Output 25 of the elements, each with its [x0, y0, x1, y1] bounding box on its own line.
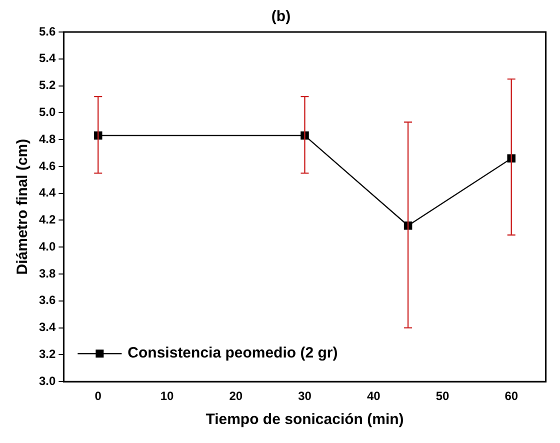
y-axis-title: Diámetro final (cm) [14, 138, 32, 275]
x-axis-title: Tiempo de sonicación (min) [206, 411, 404, 428]
y-tick-label: 5.0 [38, 104, 56, 119]
x-tick-label: 0 [94, 389, 102, 404]
x-tick-label: 40 [366, 389, 381, 404]
x-tick-label: 50 [436, 389, 450, 404]
y-tick-label: 4.8 [38, 132, 56, 146]
y-tick-label: 3.6 [38, 293, 56, 308]
y-tick-label: 4.0 [38, 239, 56, 254]
y-tick-label: 3.2 [38, 347, 56, 362]
y-tick-label: 5.4 [38, 51, 56, 66]
x-tick-label: 10 [160, 389, 174, 404]
y-tick-label: 3.4 [38, 320, 56, 334]
y-tick-label: 4.6 [38, 158, 56, 173]
chart-title: (b) [271, 8, 291, 26]
y-tick-label: 4.2 [38, 212, 56, 227]
y-tick-label: 5.6 [38, 24, 56, 38]
y-tick-label: 3.8 [38, 266, 56, 280]
y-tick-label: 3.0 [38, 374, 56, 388]
x-tick-label: 30 [298, 389, 312, 404]
y-tick-label: 5.2 [38, 78, 56, 92]
x-tick-label: 60 [504, 389, 518, 404]
y-tick-label: 4.4 [38, 186, 56, 200]
legend-label: Consistencia peomedio (2 gr) [128, 344, 338, 362]
x-tick-label: 20 [229, 389, 243, 404]
